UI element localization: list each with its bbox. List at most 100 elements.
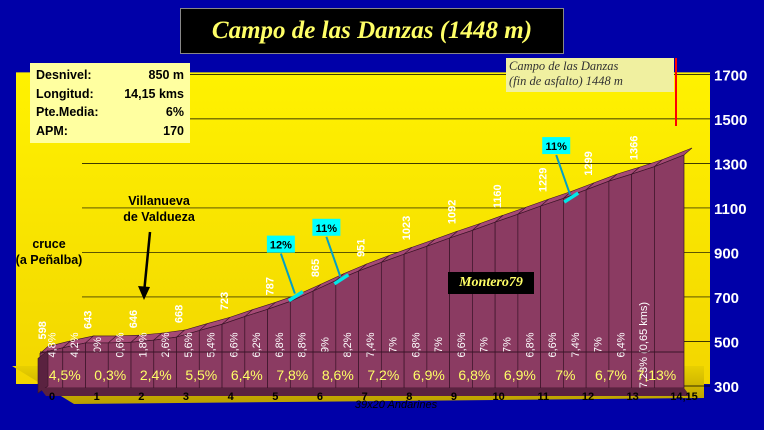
stats-box: Desnivel: 850 m Longitud: 14,15 kms Pte.Me… bbox=[30, 63, 190, 143]
x-tick-label: 10 bbox=[493, 391, 505, 403]
end-note-line1: Campo de las Danzas bbox=[509, 59, 619, 73]
altitude-label: 598 bbox=[37, 321, 49, 339]
km-average-label: 7,8% bbox=[276, 367, 308, 383]
segment-slope-label: 2,6% bbox=[160, 332, 172, 357]
x-tick-label: 6 bbox=[317, 391, 323, 403]
altitude-label: 723 bbox=[219, 292, 231, 310]
stat-value: 14,15 kms bbox=[124, 86, 184, 101]
stat-row-apm: APM: 170 bbox=[36, 122, 184, 141]
profile-base bbox=[40, 388, 690, 396]
x-tick-label: 2 bbox=[138, 391, 144, 403]
y-tick-label: 900 bbox=[714, 245, 739, 262]
segment-slope-label: 6,6% bbox=[547, 332, 559, 357]
segment-slope-label: 6,8% bbox=[524, 332, 536, 357]
marker-label: 11% bbox=[546, 141, 568, 153]
marker-arrow bbox=[555, 154, 572, 196]
segment-slope-label: 7% bbox=[593, 337, 605, 353]
marker-label: 11% bbox=[316, 223, 338, 235]
marker-arrow bbox=[279, 253, 296, 294]
altitude-label: 787 bbox=[265, 277, 277, 295]
altitude-label: 1299 bbox=[583, 151, 595, 175]
y-tick-label: 1100 bbox=[714, 201, 747, 218]
end-note-line2: (fin de asfalto) 1448 m bbox=[509, 74, 623, 88]
profile-segment bbox=[540, 197, 564, 389]
segment-slope-label: 0,6% bbox=[115, 332, 127, 357]
marker-label-box bbox=[542, 137, 571, 155]
y-tick-label: 300 bbox=[714, 379, 739, 396]
cruce-annotation: cruce (a Peñalba) bbox=[6, 236, 92, 268]
x-tick-label: 14,15 bbox=[670, 391, 698, 403]
km-average-label: 2,4% bbox=[140, 367, 172, 383]
max-slope-marker bbox=[563, 191, 580, 204]
x-tick-label: 9 bbox=[451, 391, 457, 403]
segment-slope-label: 7% bbox=[433, 337, 445, 353]
km-average-label: 6,9% bbox=[504, 367, 536, 383]
max-slope-marker bbox=[333, 273, 350, 286]
segment-slope-label: 7,23% (0,65 kms) bbox=[638, 302, 650, 388]
km-average-label: 7,2% bbox=[367, 367, 399, 383]
altitude-label: 1092 bbox=[447, 200, 459, 224]
altitude-label: 951 bbox=[356, 239, 368, 257]
km-average-label: 4,5% bbox=[49, 367, 81, 383]
x-tick-label: 11 bbox=[537, 391, 549, 403]
cruce-line1: cruce bbox=[32, 237, 66, 251]
altitude-label: 668 bbox=[174, 305, 186, 323]
y-tick-label: 1500 bbox=[714, 112, 747, 129]
village-line1: Villanueva bbox=[128, 194, 190, 208]
altitude-label: 1229 bbox=[538, 168, 550, 192]
x-tick-label: 3 bbox=[183, 391, 189, 403]
stat-label: Pte.Media: bbox=[36, 105, 99, 119]
x-axis-label: 39x20 Andarines bbox=[355, 399, 438, 411]
segment-slope-label: 5,6% bbox=[183, 332, 195, 357]
segment-slope-label: 6,6% bbox=[228, 332, 240, 357]
x-tick-label: 0 bbox=[49, 391, 55, 403]
segment-slope-label: 4,2% bbox=[69, 332, 81, 357]
km-average-label: 6,8% bbox=[458, 367, 490, 383]
marker-arrow bbox=[325, 236, 342, 278]
village-annotation: Villanueva de Valdueza bbox=[104, 193, 214, 225]
marker-label-box bbox=[312, 218, 341, 236]
max-slope-marker bbox=[287, 290, 304, 303]
segment-slope-label: 8,8% bbox=[297, 332, 309, 357]
stat-row-desnivel: Desnivel: 850 m bbox=[36, 66, 184, 85]
stat-value: 170 bbox=[163, 123, 184, 138]
y-tick-label: 1700 bbox=[714, 67, 747, 84]
segment-slope-label: 5,4% bbox=[206, 332, 218, 357]
km-average-label: 7% bbox=[555, 367, 575, 383]
y-tick-label: 700 bbox=[714, 290, 739, 307]
x-tick-label: 8 bbox=[406, 391, 412, 403]
altitude-label: 1160 bbox=[492, 184, 504, 208]
profile-segment bbox=[426, 237, 450, 389]
stat-row-longitud: Longitud: 14,15 kms bbox=[36, 85, 184, 104]
x-tick-label: 12 bbox=[582, 391, 594, 403]
x-tick-label: 5 bbox=[272, 391, 278, 403]
altitude-label: 865 bbox=[310, 259, 322, 277]
stat-row-pte-media: Pte.Media: 6% bbox=[36, 103, 184, 122]
segment-slope-label: 4,8% bbox=[46, 332, 58, 357]
village-arrow-head bbox=[138, 286, 150, 300]
end-note: Campo de las Danzas (fin de asfalto) 144… bbox=[506, 58, 674, 92]
x-tick-label: 1 bbox=[94, 391, 100, 403]
profile-bars: 4,8% 4,2% 0% 0,6% 1,8% 2,6% 5,6% 5,4% 6,6% 6,2% 6,… bbox=[37, 147, 693, 396]
profile-segment bbox=[585, 180, 610, 389]
segment-slope-label: 6,4% bbox=[615, 332, 627, 357]
segment-slope-label: 6,6% bbox=[456, 332, 468, 357]
cruce-line2: (a Peñalba) bbox=[15, 253, 83, 267]
profile-segment bbox=[494, 213, 519, 389]
km-average-label: 8,6% bbox=[322, 367, 354, 383]
slope-markers: 12% 11% 11% bbox=[138, 58, 677, 303]
x-tick-label: 13 bbox=[627, 391, 639, 403]
profile-segment bbox=[449, 229, 473, 389]
segment-slope-label: 7% bbox=[479, 337, 491, 353]
km-average-label: 0,3% bbox=[94, 367, 126, 383]
author-credit: Montero79 bbox=[448, 272, 534, 294]
marker-label-box bbox=[266, 235, 295, 253]
segment-slope-label: 6,2% bbox=[251, 332, 263, 357]
village-arrow bbox=[142, 231, 152, 294]
x-tick-label: 4 bbox=[228, 391, 235, 403]
stat-value: 6% bbox=[165, 105, 184, 119]
segment-slope-label: 7% bbox=[388, 337, 400, 353]
segment-slope-label: 8,2% bbox=[342, 332, 354, 357]
